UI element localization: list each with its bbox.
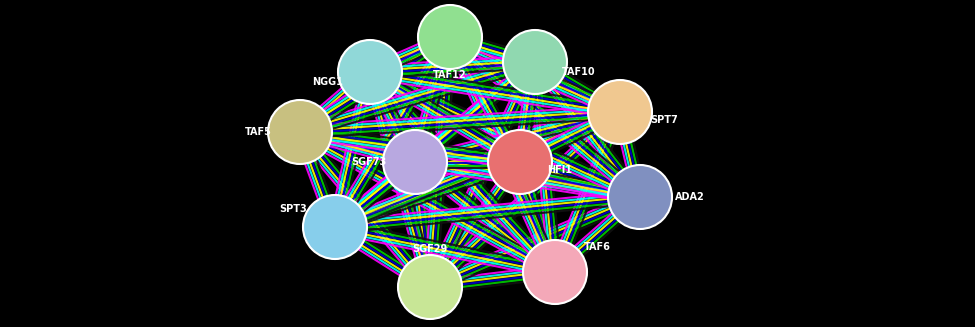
Text: TAF5: TAF5 bbox=[245, 127, 271, 137]
Text: ADA2: ADA2 bbox=[675, 192, 705, 202]
Text: NGG1: NGG1 bbox=[313, 77, 343, 87]
Text: TAF10: TAF10 bbox=[563, 67, 596, 77]
Circle shape bbox=[398, 255, 462, 319]
Text: HFI1: HFI1 bbox=[548, 165, 572, 175]
Text: SPT7: SPT7 bbox=[650, 115, 678, 125]
Circle shape bbox=[588, 80, 652, 144]
Circle shape bbox=[418, 5, 482, 69]
Circle shape bbox=[338, 40, 402, 104]
Circle shape bbox=[268, 100, 332, 164]
Circle shape bbox=[608, 165, 672, 229]
Text: SGF73: SGF73 bbox=[351, 157, 387, 167]
Circle shape bbox=[523, 240, 587, 304]
Text: SPT3: SPT3 bbox=[279, 204, 307, 214]
Text: SGF29: SGF29 bbox=[412, 244, 448, 254]
Text: TAF6: TAF6 bbox=[584, 242, 610, 252]
Circle shape bbox=[303, 195, 367, 259]
Circle shape bbox=[383, 130, 447, 194]
Text: TAF12: TAF12 bbox=[433, 70, 467, 80]
Circle shape bbox=[488, 130, 552, 194]
Circle shape bbox=[503, 30, 567, 94]
